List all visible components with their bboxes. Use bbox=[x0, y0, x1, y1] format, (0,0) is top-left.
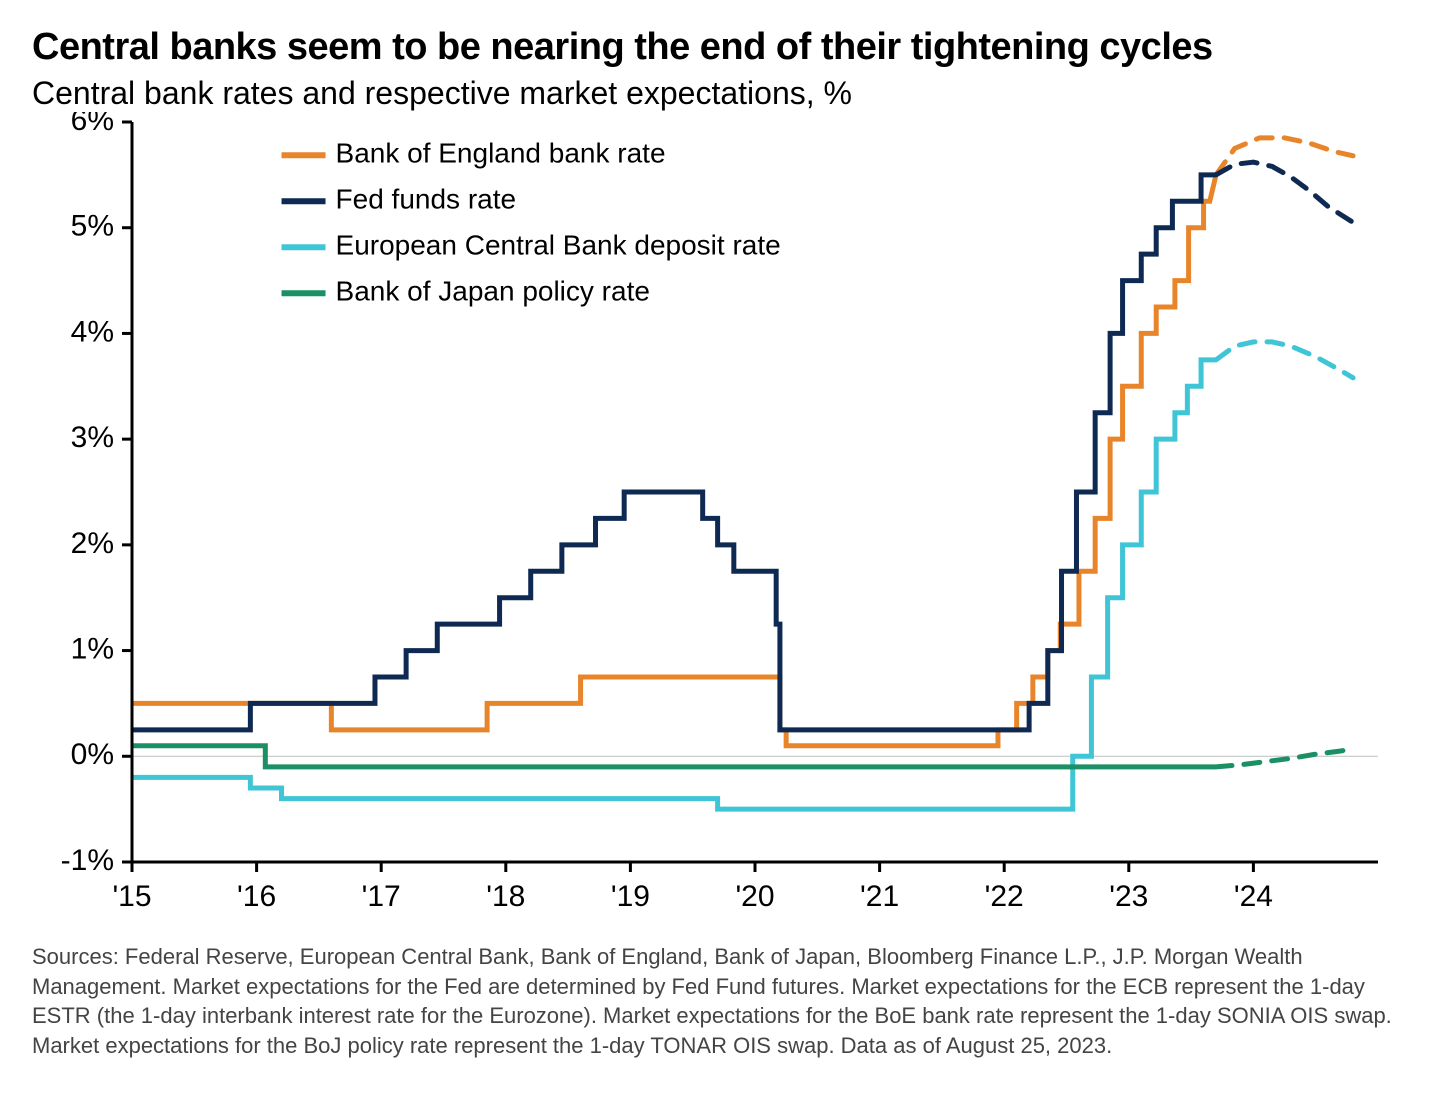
series-ecb bbox=[132, 360, 1216, 809]
x-tick-label: '23 bbox=[1109, 880, 1148, 913]
page-root: Central banks seem to be nearing the end… bbox=[0, 0, 1440, 1119]
legend-label-ecb: European Central Bank deposit rate bbox=[336, 230, 781, 261]
y-tick-label: -1% bbox=[61, 844, 114, 877]
y-tick-label: 2% bbox=[71, 527, 114, 560]
x-tick-label: '22 bbox=[985, 880, 1024, 913]
chart-area: -1% 0% 1% 2% 3% 4% 5% 6% '15 '16 '17 '18 '19 '20 '21 '2… bbox=[32, 112, 1408, 932]
series-ecb-forecast bbox=[1216, 342, 1353, 378]
series-boe-forecast bbox=[1216, 138, 1353, 175]
chart-footnote: Sources: Federal Reserve, European Centr… bbox=[32, 942, 1408, 1061]
chart-title: Central banks seem to be nearing the end… bbox=[32, 26, 1408, 69]
x-tick-label: '24 bbox=[1234, 880, 1273, 913]
x-tick-label: '17 bbox=[362, 880, 401, 913]
x-tick-label: '19 bbox=[611, 880, 650, 913]
x-tick-label: '16 bbox=[237, 880, 276, 913]
series-fed-forecast bbox=[1216, 162, 1353, 222]
y-tick-label: 1% bbox=[71, 632, 114, 665]
legend-label-fed: Fed funds rate bbox=[336, 184, 517, 215]
y-tick-label: 5% bbox=[71, 210, 114, 243]
series-boj-forecast bbox=[1216, 749, 1353, 767]
y-tick-label: 4% bbox=[71, 315, 114, 348]
x-tick-label: '20 bbox=[735, 880, 774, 913]
x-tick-label: '15 bbox=[112, 880, 151, 913]
y-tick-label: 6% bbox=[71, 112, 114, 137]
x-tick-label: '18 bbox=[486, 880, 525, 913]
chart-subtitle: Central bank rates and respective market… bbox=[32, 75, 1408, 112]
x-tick-label: '21 bbox=[860, 880, 899, 913]
y-tick-label: 3% bbox=[71, 421, 114, 454]
legend-label-boj: Bank of Japan policy rate bbox=[336, 276, 650, 307]
y-tick-label: 0% bbox=[71, 738, 114, 771]
legend-label-boe: Bank of England bank rate bbox=[336, 138, 666, 169]
line-chart: -1% 0% 1% 2% 3% 4% 5% 6% '15 '16 '17 '18 '19 '20 '21 '2… bbox=[32, 112, 1408, 932]
